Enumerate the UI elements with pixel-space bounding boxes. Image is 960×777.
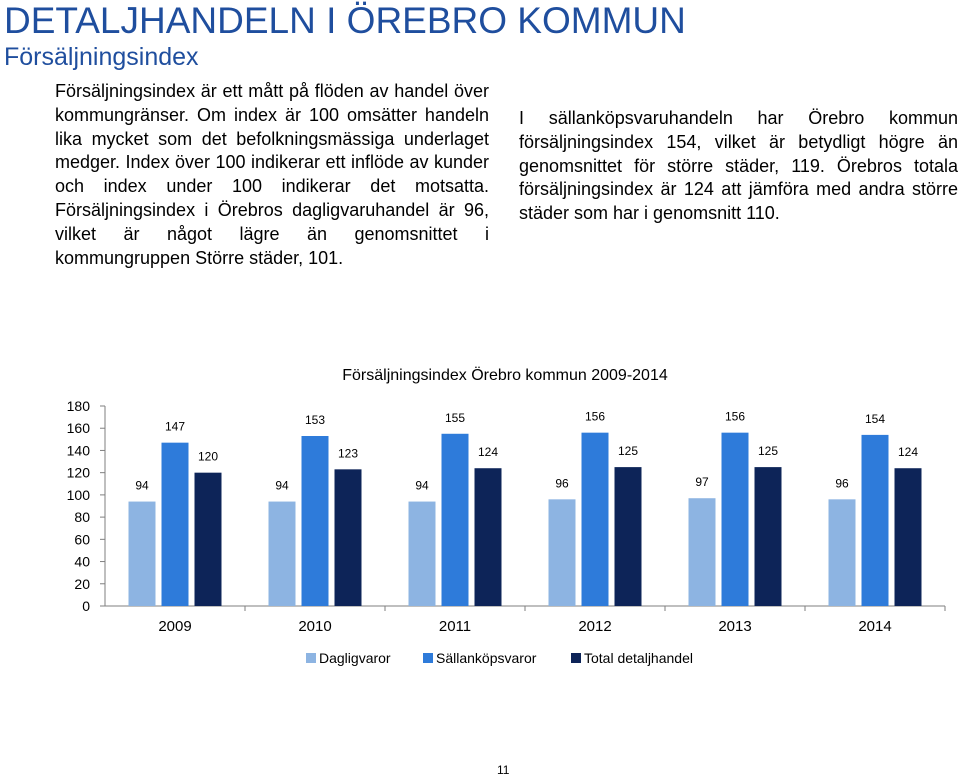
data-label: 96 bbox=[835, 476, 849, 490]
data-label: 156 bbox=[725, 410, 745, 424]
bar-total-detaljhandel-2011 bbox=[474, 468, 502, 606]
bar-sällanköpsvaror-2014 bbox=[861, 434, 889, 606]
bar-total-detaljhandel-2013 bbox=[754, 467, 782, 606]
data-label: 96 bbox=[555, 476, 569, 490]
y-tick-label: 20 bbox=[74, 576, 90, 592]
bar-sällanköpsvaror-2010 bbox=[301, 436, 329, 606]
data-label: 147 bbox=[165, 420, 185, 434]
sallankop-paragraph: I sällanköpsvaruhandeln har Örebro kommu… bbox=[519, 108, 958, 224]
legend-label: Sällanköpsvaror bbox=[436, 650, 537, 666]
bar-sällanköpsvaror-2011 bbox=[441, 433, 469, 606]
bar-total-detaljhandel-2009 bbox=[194, 472, 222, 606]
data-label: 125 bbox=[618, 444, 638, 458]
chart-title: Försäljningsindex Örebro kommun 2009-201… bbox=[342, 367, 668, 384]
bar-total-detaljhandel-2014 bbox=[894, 468, 922, 606]
data-label: 124 bbox=[478, 445, 498, 459]
bar-sällanköpsvaror-2012 bbox=[581, 432, 609, 606]
data-label: 155 bbox=[445, 411, 465, 425]
bar-total-detaljhandel-2012 bbox=[614, 467, 642, 606]
page-subtitle: Försäljningsindex bbox=[4, 43, 199, 71]
data-label: 94 bbox=[415, 479, 429, 493]
legend-label: Total detaljhandel bbox=[584, 650, 693, 666]
x-tick-label: 2013 bbox=[718, 618, 751, 635]
x-tick-label: 2011 bbox=[439, 618, 471, 635]
intro-paragraph: Försäljningsindex är ett mått på flöden … bbox=[55, 81, 489, 268]
bar-dagligvaror-2012 bbox=[548, 499, 576, 606]
bar-dagligvaror-2013 bbox=[688, 498, 716, 606]
y-tick-label: 120 bbox=[67, 465, 91, 481]
x-tick-label: 2009 bbox=[158, 618, 191, 635]
y-tick-label: 0 bbox=[82, 598, 90, 614]
data-label: 123 bbox=[338, 446, 358, 460]
y-tick-label: 160 bbox=[67, 420, 91, 436]
x-tick-label: 2014 bbox=[858, 618, 891, 635]
bar-total-detaljhandel-2010 bbox=[334, 469, 362, 606]
y-tick-label: 80 bbox=[74, 509, 90, 525]
data-label: 153 bbox=[305, 413, 325, 427]
data-label: 120 bbox=[198, 450, 218, 464]
data-label: 124 bbox=[898, 445, 918, 459]
sales-index-chart: 0 20 40 60 80 100 120 140 160 180 94 147 120 2009 94 15… bbox=[67, 398, 946, 666]
data-label: 154 bbox=[865, 412, 885, 426]
bar-dagligvaror-2011 bbox=[408, 501, 436, 606]
data-label: 94 bbox=[275, 479, 289, 493]
legend-swatch bbox=[306, 653, 316, 663]
legend-swatch bbox=[423, 653, 433, 663]
x-tick-label: 2010 bbox=[298, 618, 331, 635]
data-label: 97 bbox=[695, 475, 709, 489]
data-label: 125 bbox=[758, 444, 778, 458]
y-tick-label: 40 bbox=[74, 554, 90, 570]
bar-dagligvaror-2009 bbox=[128, 501, 156, 606]
page-number: 11 bbox=[497, 763, 510, 777]
legend-label: Dagligvaror bbox=[319, 650, 391, 666]
legend-swatch bbox=[571, 653, 581, 663]
bar-dagligvaror-2010 bbox=[268, 501, 296, 606]
y-tick-label: 100 bbox=[67, 487, 91, 503]
bar-sällanköpsvaror-2009 bbox=[161, 442, 189, 606]
bar-dagligvaror-2014 bbox=[828, 499, 856, 606]
y-tick-label: 140 bbox=[67, 442, 91, 458]
data-label: 156 bbox=[585, 410, 605, 424]
y-tick-label: 60 bbox=[74, 531, 90, 547]
x-tick-label: 2012 bbox=[578, 618, 611, 635]
y-tick-label: 180 bbox=[67, 398, 91, 414]
data-label: 94 bbox=[135, 479, 149, 493]
page-title: DETALJHANDELN I ÖREBRO KOMMUN bbox=[4, 0, 686, 41]
bar-sällanköpsvaror-2013 bbox=[721, 432, 749, 606]
